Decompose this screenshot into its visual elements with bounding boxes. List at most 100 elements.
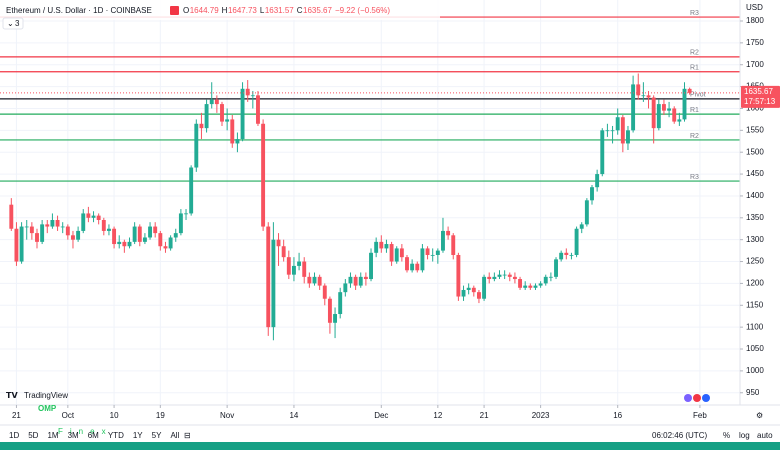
legend-open-label: O	[183, 6, 189, 15]
candle-body	[410, 263, 415, 271]
pivot-label: R2	[690, 133, 699, 140]
event-icon[interactable]	[693, 394, 701, 402]
candle-body	[605, 130, 610, 132]
candle-body	[348, 276, 353, 284]
candle-body	[266, 226, 271, 328]
candle-body	[512, 276, 517, 280]
candle-body	[538, 283, 543, 286]
y-tick-label: 1500	[746, 147, 764, 156]
settings-icon[interactable]: ⚙	[756, 411, 763, 420]
x-tick-label: Oct	[62, 411, 75, 420]
symbol-title[interactable]: Ethereum / U.S. Dollar · 1D · COINBASE	[6, 6, 152, 15]
candle-body	[374, 241, 379, 253]
clock: 06:02:46 (UTC)	[652, 431, 707, 440]
candle-body	[60, 226, 65, 228]
candle-body	[81, 213, 86, 231]
legend-high: 1647.73	[228, 6, 257, 15]
candle-body	[276, 239, 281, 247]
y-tick-label: 1600	[746, 104, 764, 113]
candle-body	[230, 119, 235, 144]
currency[interactable]: USD	[746, 3, 763, 12]
tv-logo-mark: 𝗧𝗩	[6, 391, 18, 400]
pivot-label: R1	[690, 65, 699, 72]
indicator-count: 3	[15, 19, 20, 28]
candle-body	[14, 228, 19, 262]
candle-body	[317, 276, 322, 286]
candle-body	[456, 254, 461, 297]
candle-body	[441, 230, 445, 251]
range-button[interactable]: 1M	[47, 431, 58, 440]
candle-body	[256, 95, 260, 124]
candle-body	[569, 254, 574, 256]
candle-body	[148, 226, 153, 238]
candle-body	[199, 123, 204, 129]
y-tick-label: 1100	[746, 322, 764, 331]
candle-body	[91, 215, 96, 218]
candle-body	[76, 230, 81, 240]
pivot-label: R1	[690, 107, 699, 114]
candle-body	[307, 276, 312, 284]
flag-icon[interactable]	[170, 6, 179, 15]
y-tick-label: 950	[746, 388, 760, 397]
event-icon[interactable]	[684, 394, 692, 402]
candle-body	[399, 248, 404, 258]
candle-body	[153, 226, 158, 234]
candle-body	[651, 97, 656, 129]
candle-body	[528, 285, 533, 288]
pivot-label: R3	[690, 10, 699, 17]
y-tick-label: 1200	[746, 279, 764, 288]
candle-body	[96, 215, 101, 220]
candle-body	[523, 285, 528, 288]
range-button[interactable]: 3M	[68, 431, 79, 440]
y-tick-label: 1050	[746, 344, 764, 353]
candle-body	[297, 261, 302, 266]
candle-body	[620, 117, 625, 144]
candle-body	[322, 285, 327, 299]
legend-change: −9.22 (−0.56%)	[335, 6, 390, 15]
y-tick-label: 1800	[746, 16, 764, 25]
range-button[interactable]: 5D	[28, 431, 38, 440]
scale-button[interactable]: %	[723, 431, 730, 440]
range-button[interactable]: YTD	[108, 431, 124, 440]
candle-body	[687, 88, 692, 93]
date-range-icon[interactable]: ⊟	[184, 431, 191, 440]
event-icon[interactable]	[702, 394, 710, 402]
candle-body	[163, 246, 168, 249]
scale-button[interactable]: auto	[757, 431, 773, 440]
range-button[interactable]: 1Y	[133, 431, 143, 440]
candle-body	[415, 263, 420, 271]
indicator-toggle[interactable]	[2, 17, 24, 30]
candle-body	[71, 235, 75, 240]
legend-high-label: H	[222, 6, 228, 15]
watermark-brand: OMP	[38, 404, 57, 413]
candle-body	[430, 254, 435, 256]
bottom-bar	[0, 442, 780, 450]
legend-close: 1635.67	[303, 6, 332, 15]
candle-body	[487, 276, 492, 280]
x-tick-label: 21	[480, 411, 489, 420]
candle-body	[240, 88, 245, 140]
scale-button[interactable]: log	[739, 431, 750, 440]
countdown: 17:57:13	[744, 97, 776, 106]
range-button[interactable]: 6M	[88, 431, 99, 440]
range-button[interactable]: 1D	[9, 431, 19, 440]
candle-body	[173, 233, 178, 238]
legend-bg	[0, 0, 440, 20]
candle-body	[189, 167, 194, 214]
y-tick-label: 1750	[746, 38, 764, 47]
candle-body	[312, 276, 317, 284]
candle-body	[595, 174, 600, 188]
candle-body	[471, 287, 476, 293]
candle-body	[610, 130, 615, 132]
candle-body	[261, 123, 266, 227]
candle-body	[600, 130, 605, 175]
candle-body	[369, 252, 373, 280]
range-button[interactable]: All	[170, 431, 179, 440]
range-button[interactable]: 5Y	[152, 431, 162, 440]
pivot-label: Pivot	[690, 92, 706, 99]
candle-body	[271, 239, 276, 328]
x-tick-label: 2023	[532, 411, 550, 420]
candle-body	[672, 108, 677, 122]
x-tick-label: 16	[613, 411, 622, 420]
candle-body	[106, 228, 111, 231]
